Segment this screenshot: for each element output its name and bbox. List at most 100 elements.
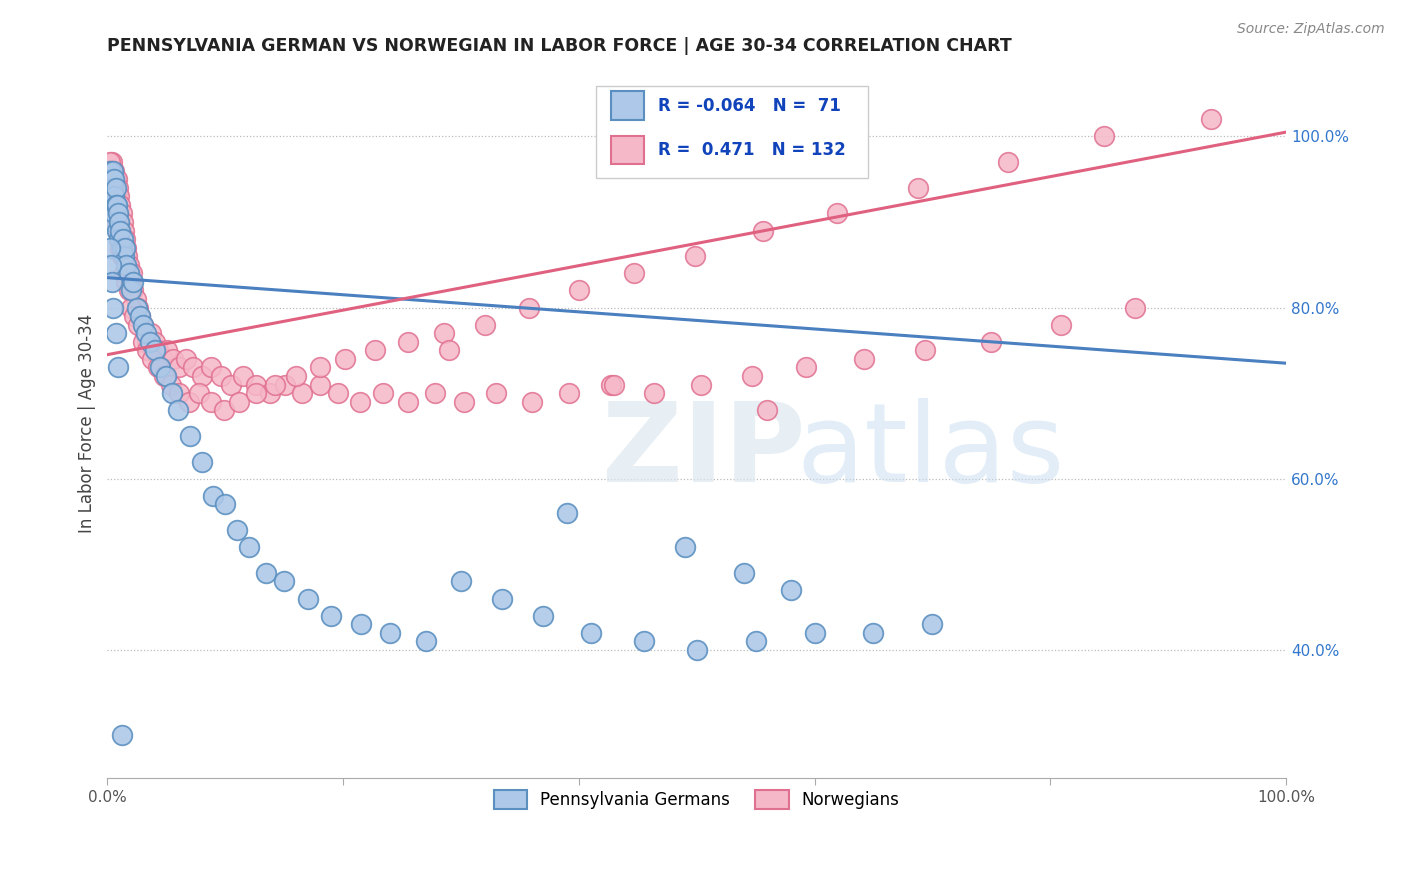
Point	[1123, 301, 1146, 315]
Point	[101, 275, 124, 289]
Point	[373, 386, 395, 401]
Point	[132, 318, 155, 332]
Point	[101, 172, 124, 186]
Point	[120, 301, 142, 315]
Point	[803, 625, 825, 640]
Point	[98, 241, 121, 255]
Point	[111, 215, 134, 229]
Point	[122, 275, 145, 289]
Point	[568, 284, 591, 298]
Point	[214, 497, 236, 511]
Point	[103, 189, 125, 203]
Point	[101, 155, 124, 169]
Point	[853, 351, 876, 366]
Point	[127, 301, 149, 315]
Text: Source: ZipAtlas.com: Source: ZipAtlas.com	[1237, 22, 1385, 37]
Point	[103, 172, 125, 186]
Point	[291, 386, 314, 401]
Point	[114, 232, 136, 246]
Text: ZIP: ZIP	[602, 398, 806, 505]
Point	[98, 155, 121, 169]
Point	[149, 360, 172, 375]
Point	[105, 223, 128, 237]
Point	[228, 394, 250, 409]
Point	[103, 189, 125, 203]
Point	[110, 206, 132, 220]
Point	[396, 394, 419, 409]
Point	[685, 643, 707, 657]
Point	[110, 241, 132, 255]
Point	[364, 343, 387, 358]
Point	[825, 206, 848, 220]
Point	[160, 386, 183, 401]
Point	[105, 189, 128, 203]
Point	[100, 258, 122, 272]
Point	[177, 394, 200, 409]
Point	[112, 249, 135, 263]
Point	[107, 223, 129, 237]
Point	[176, 351, 198, 366]
Point	[108, 215, 131, 229]
Point	[122, 284, 145, 298]
Point	[107, 360, 129, 375]
Point	[103, 163, 125, 178]
Point	[167, 403, 190, 417]
Point	[125, 301, 148, 315]
Point	[756, 403, 779, 417]
Point	[98, 163, 121, 178]
Point	[200, 360, 222, 375]
Legend: Pennsylvania Germans, Norwegians: Pennsylvania Germans, Norwegians	[486, 783, 907, 816]
Point	[156, 343, 179, 358]
Point	[415, 634, 437, 648]
Point	[558, 386, 581, 401]
Text: R = -0.064   N =  71: R = -0.064 N = 71	[658, 96, 841, 115]
Point	[114, 241, 136, 255]
Point	[104, 198, 127, 212]
Point	[104, 215, 127, 229]
Point	[105, 198, 128, 212]
Point	[100, 189, 122, 203]
Point	[103, 301, 125, 315]
Point	[335, 351, 357, 366]
Point	[146, 360, 169, 375]
Point	[110, 241, 132, 255]
Point	[474, 318, 496, 332]
Point	[690, 377, 713, 392]
Point	[134, 326, 156, 341]
Point	[603, 377, 626, 392]
Point	[209, 369, 232, 384]
Point	[100, 163, 122, 178]
Point	[273, 574, 295, 589]
Point	[115, 275, 138, 289]
Point	[1199, 112, 1222, 127]
Point	[794, 360, 817, 375]
Point	[232, 369, 254, 384]
Point	[127, 318, 149, 332]
Point	[169, 386, 191, 401]
Point	[105, 172, 128, 186]
Point	[980, 334, 1002, 349]
Point	[132, 318, 155, 332]
Point	[256, 566, 278, 580]
Point	[143, 343, 166, 358]
Point	[284, 369, 307, 384]
Point	[121, 266, 143, 280]
Point	[103, 163, 125, 178]
Point	[115, 241, 138, 255]
Point	[110, 198, 132, 212]
Point	[238, 540, 260, 554]
Bar	[610, 136, 644, 164]
Point	[111, 232, 134, 246]
Point	[259, 386, 281, 401]
Point	[153, 369, 176, 384]
Point	[579, 625, 602, 640]
Point	[117, 249, 139, 263]
Point	[115, 258, 138, 272]
Point	[103, 181, 125, 195]
Point	[685, 249, 707, 263]
Point	[132, 334, 155, 349]
Point	[450, 574, 472, 589]
Point	[741, 369, 763, 384]
Point	[491, 591, 513, 606]
Point	[108, 232, 131, 246]
